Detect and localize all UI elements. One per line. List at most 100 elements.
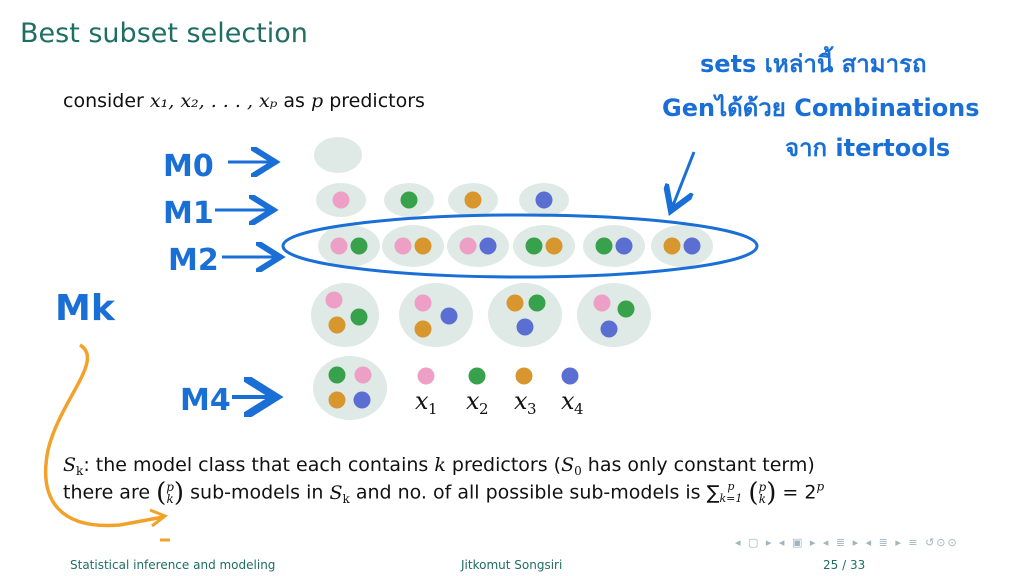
consider-line: consider x₁, x₂, . . . , xₚ as p predict…: [63, 90, 425, 112]
bubble-m2-2: [447, 225, 509, 267]
dot-m1-2: [464, 191, 482, 209]
dot-m2-3-a: [525, 237, 543, 255]
consider-as: as: [283, 90, 305, 112]
bubble-m4: [313, 356, 387, 420]
dot-m2-4-b: [615, 237, 633, 255]
footer-page: 25 / 33: [823, 558, 866, 572]
dot-m3-3-1: [617, 300, 635, 318]
sk-symbol-2: Sk: [329, 481, 350, 506]
bubble-m2-3: [513, 225, 575, 267]
dot-m1-1: [400, 191, 418, 209]
sk-description: : the model class that each contains: [83, 454, 429, 476]
dot-m4-3: [353, 391, 371, 409]
bubble-m2-1: [382, 225, 444, 267]
consider-p: p: [311, 90, 324, 112]
label-mk: Mk: [55, 288, 116, 329]
dot-m2-0-a: [330, 237, 348, 255]
consider-vars: x₁, x₂, . . . , xₚ: [149, 90, 278, 112]
dot-m4-1: [354, 366, 372, 384]
dot-m3-2-2: [516, 318, 534, 336]
label-m0: M0: [163, 149, 214, 184]
dot-m2-5-a: [663, 237, 681, 255]
dot-m3-0-0: [325, 291, 343, 309]
predictor-dots: [325, 191, 701, 409]
dot-m4-0: [328, 366, 346, 384]
predictor-dot-1: [417, 367, 435, 385]
x1-subscript: 1: [428, 400, 438, 418]
submodels-in: sub-models in: [190, 481, 324, 504]
dot-m3-1-1: [414, 320, 432, 338]
equals-two: = 2: [782, 481, 817, 504]
sk-symbol: Sk: [63, 454, 84, 478]
dot-m3-2-0: [506, 294, 524, 312]
dot-m3-1-0: [414, 294, 432, 312]
note-line-3: จาก itertools: [785, 134, 950, 162]
label-m1: M1: [163, 196, 214, 231]
sum-symbol: ∑ p k=1: [706, 480, 743, 505]
predictor-dot-4: [561, 367, 579, 385]
dot-m2-1-a: [394, 237, 412, 255]
bubble-m3-0: [311, 283, 379, 347]
and-no: and no. of all possible sub-models is: [355, 481, 701, 504]
note-line-2: Genได้ด้วย Combinations: [662, 93, 980, 122]
note-line-1: sets เหล่านี้ สามารถ: [700, 45, 927, 78]
there-are: there are: [63, 481, 151, 504]
dot-m1-0: [332, 191, 350, 209]
dot-m2-4-a: [595, 237, 613, 255]
x2-subscript: 2: [479, 400, 489, 418]
consider-prefix: consider: [63, 90, 144, 112]
bubble-m2-5: [651, 225, 713, 267]
dot-m3-0-1: [328, 316, 346, 334]
dot-m3-3-0: [593, 294, 611, 312]
bubble-m3-3: [577, 283, 651, 347]
dot-m2-2-b: [479, 237, 497, 255]
x3-label: x: [514, 387, 528, 415]
dot-m3-3-2: [600, 320, 618, 338]
m2-highlight-ellipse: [281, 213, 759, 279]
predictor-dot-3: [515, 367, 533, 385]
x3-subscript: 3: [527, 400, 537, 418]
power-p: p: [816, 479, 825, 494]
model-bubbles: [311, 137, 713, 420]
sk-k: k: [434, 454, 446, 476]
sk-mid: predictors (: [451, 454, 562, 476]
x4-label: x: [561, 387, 575, 415]
bubble-m3-1: [399, 283, 473, 347]
orange-arrowhead: [149, 508, 169, 528]
x2-label: x: [466, 387, 480, 415]
beamer-navigation[interactable]: ◂ ▢ ▸ ◂ ▣ ▸ ◂ ≣ ▸ ◂ ≣ ▸ ≡ ↺⊙⊙: [735, 536, 959, 549]
bubble-m3-2: [488, 283, 562, 347]
sk-definition-line: Sk: the model class that each contains k…: [63, 454, 815, 478]
label-m4: M4: [180, 383, 231, 418]
sk-end: has only constant term): [587, 454, 815, 476]
dot-m2-5-b: [683, 237, 701, 255]
footer-author: Jitkomut Songsiri: [461, 558, 563, 572]
x4-subscript: 4: [574, 400, 584, 418]
bubble-m2-0: [318, 225, 380, 267]
s0-symbol: S0: [561, 454, 582, 478]
dot-m4-2: [328, 391, 346, 409]
dot-m3-0-2: [350, 308, 368, 326]
predictor-dot-2: [468, 367, 486, 385]
slide-title: Best subset selection: [20, 18, 308, 49]
dot-m1-3: [535, 191, 553, 209]
footer-course: Statistical inference and modeling: [70, 558, 276, 572]
label-m2: M2: [168, 243, 219, 278]
dot-m3-1-2: [440, 307, 458, 325]
x1-label: x: [415, 387, 429, 415]
dot-m2-1-b: [414, 237, 432, 255]
dot-m2-2-a: [459, 237, 477, 255]
dot-m2-3-b: [545, 237, 563, 255]
dot-m2-0-b: [350, 237, 368, 255]
bubble-m2-4: [583, 225, 645, 267]
consider-suffix: predictors: [329, 90, 425, 112]
predictor-labels: x 1 x 2 x 3 x 4: [415, 387, 584, 418]
dot-m3-2-1: [528, 294, 546, 312]
submodels-line: there are (p k) sub-models in Sk and no. …: [63, 478, 825, 508]
note-arrow: [672, 151, 696, 208]
orange-curve-arrow: [43, 343, 164, 528]
bubble-m0-empty: [314, 137, 362, 173]
